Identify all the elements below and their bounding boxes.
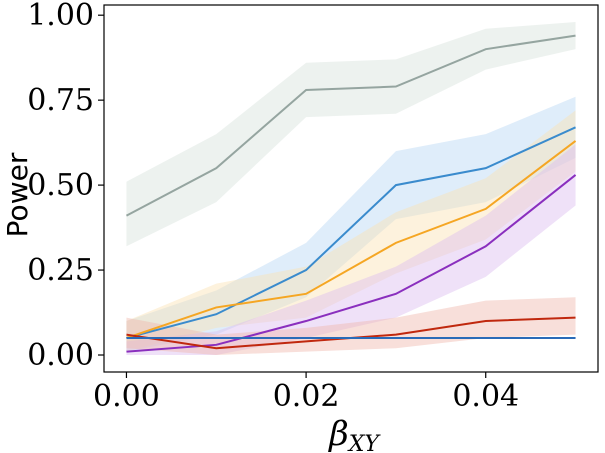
y-tick-label: 0.50: [27, 168, 94, 203]
x-axis-label-main: β: [327, 414, 349, 453]
line-orange: [126, 140, 577, 339]
x-tick-label: 0.00: [93, 379, 160, 414]
line-gray: [125, 34, 576, 217]
x-axis-label: βXY: [327, 414, 381, 453]
band-orange: [126, 110, 576, 352]
band-purple: [126, 144, 576, 356]
x-axis-label-subscript: XY: [347, 432, 382, 453]
band-blue: [126, 96, 576, 352]
y-tick-label: 0.25: [27, 253, 94, 288]
plot-frame: [103, 4, 599, 373]
line-blue: [126, 126, 576, 339]
y-tick-label: 0.75: [27, 83, 94, 118]
x-axis-ticks: 0.00 0.02 0.04: [93, 372, 519, 414]
band-gray: [126, 21, 576, 247]
y-axis-label: Power: [1, 152, 34, 237]
x-tick-label: 0.04: [452, 379, 519, 414]
series-lines: [125, 34, 577, 353]
y-axis-ticks: 0.00 0.25 0.50 0.75 1.00: [27, 0, 104, 373]
x-tick-label: 0.02: [273, 379, 340, 414]
y-tick-label: 1.00: [27, 0, 94, 33]
band-red: [126, 297, 576, 356]
y-tick-label: 0.00: [27, 338, 94, 373]
confidence-bands: [126, 21, 576, 356]
